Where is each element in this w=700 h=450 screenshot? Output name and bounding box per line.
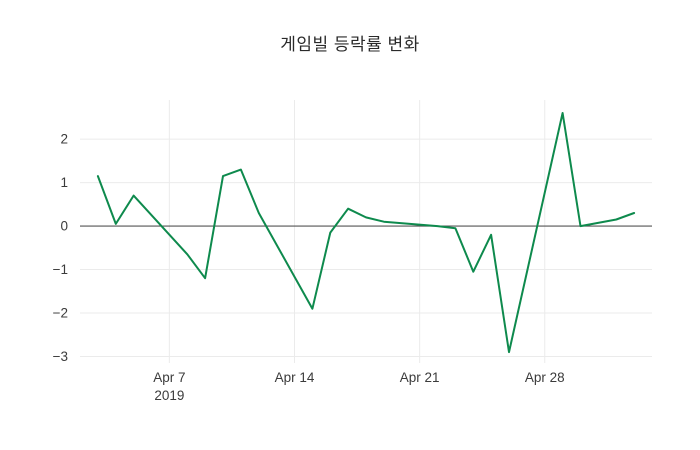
y-tick-label: −2: [53, 306, 68, 321]
y-tick-label: 0: [60, 219, 68, 234]
x-tick-label: Apr 7: [153, 370, 185, 385]
chart-title: 게임빌 등락률 변화: [280, 35, 420, 54]
y-tick-label: −1: [53, 262, 68, 277]
x-tick-label: Apr 14: [275, 370, 315, 385]
price-change-line-series: [96, 112, 636, 354]
y-tick-label: 2: [60, 132, 68, 147]
y-tick-label: 1: [60, 175, 68, 190]
x-tick-label: Apr 28: [525, 370, 565, 385]
x-tick-sublabel: 2019: [154, 388, 184, 403]
y-tick-label: −3: [53, 349, 68, 364]
x-tick-label: Apr 21: [400, 370, 440, 385]
